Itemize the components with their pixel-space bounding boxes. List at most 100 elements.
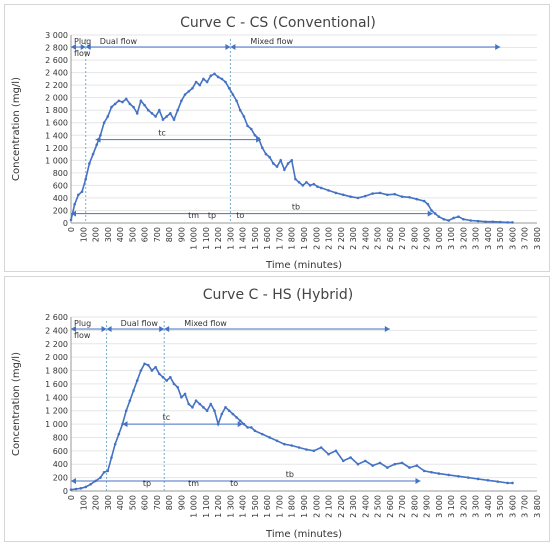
data-point [169, 112, 172, 115]
x-tick-label: 200 [92, 227, 101, 242]
data-point [253, 133, 257, 137]
y-tick-label: 1 800 [45, 367, 68, 376]
data-point [264, 152, 268, 156]
y-tick-label: 2 200 [45, 81, 68, 90]
data-point [253, 429, 257, 433]
data-point [506, 221, 509, 224]
x-tick-label: 2 300 [349, 495, 358, 518]
data-point [301, 184, 305, 187]
y-tick-label: 0 [63, 219, 68, 228]
x-tick-label: 2 300 [349, 227, 358, 250]
data-point [135, 112, 139, 115]
data-point [457, 215, 460, 219]
x-tick-label: 2 000 [312, 495, 321, 518]
phase-arrow-1-head-right [225, 44, 231, 50]
data-point [305, 448, 308, 451]
data-point [209, 74, 213, 78]
x-axis-label: Time (minutes) [265, 260, 342, 271]
data-point [132, 389, 135, 392]
data-point [308, 184, 312, 187]
data-point [91, 152, 95, 156]
x-tick-label: 2 000 [312, 227, 321, 250]
y-tick-label: 3 000 [45, 31, 68, 40]
data-point [198, 83, 202, 87]
tb-arrow-head-right [415, 477, 421, 484]
x-tick-label: 1 100 [202, 227, 211, 250]
data-point [191, 86, 194, 90]
x-tick-label: 1 600 [263, 227, 272, 250]
data-point [146, 108, 150, 112]
phase-label-mixed: Mixed flow [250, 37, 293, 46]
data-point [157, 372, 161, 376]
data-point [202, 406, 205, 409]
data-point [117, 432, 121, 436]
data-point [154, 365, 157, 369]
data-point [198, 402, 202, 406]
data-point [216, 75, 220, 79]
x-tick-label: 2 900 [423, 495, 432, 518]
data-point [102, 470, 106, 474]
phase-arrow-2-head-right [495, 44, 501, 50]
phase-label-plug-2: flow [74, 331, 91, 340]
tb-label: tb [292, 203, 300, 212]
y-tick-label: 1 600 [45, 119, 68, 128]
data-point [261, 146, 264, 150]
to-label: to [236, 211, 244, 220]
x-tick-label: 0 [67, 227, 76, 232]
x-tick-label: 600 [141, 227, 150, 242]
x-tick-label: 0 [67, 495, 76, 500]
data-point [180, 99, 183, 103]
y-tick-label: 0 [63, 487, 68, 496]
x-tick-label: 2 100 [325, 227, 334, 250]
phase-arrow-1-head-left [106, 326, 112, 332]
x-tick-label: 3 200 [459, 495, 468, 518]
data-point [378, 191, 382, 195]
data-point [467, 476, 470, 479]
data-point [426, 202, 430, 206]
data-point [319, 186, 323, 190]
data-point [106, 469, 110, 473]
series-line [70, 362, 513, 491]
x-tick-label: 500 [128, 227, 137, 242]
tb-arrow-head-right [427, 210, 433, 217]
x-tick-label: 900 [177, 227, 186, 242]
data-point [80, 190, 84, 193]
y-tick-label: 2 800 [45, 44, 68, 53]
x-tick-label: 2 700 [398, 495, 407, 518]
data-point [84, 485, 88, 489]
data-point [364, 194, 367, 198]
x-tick-label: 3 700 [521, 495, 530, 518]
phase-arrow-1-head-left [85, 44, 91, 50]
phase-arrow-2-head-left [164, 326, 170, 332]
data-point [356, 462, 360, 466]
x-tick-label: 2 400 [361, 227, 370, 250]
data-point [238, 108, 242, 112]
data-point [157, 108, 161, 112]
phase-arrow-0-head-right [101, 326, 107, 332]
data-point [242, 115, 246, 118]
x-tick-label: 3 300 [472, 227, 481, 250]
data-point [73, 202, 76, 206]
y-tick-label: 1 600 [45, 380, 68, 389]
y-tick-label: 800 [53, 433, 68, 442]
tp-label: tp [208, 211, 216, 220]
x-tick-label: 100 [79, 227, 88, 242]
x-tick-label: 3 400 [484, 495, 493, 518]
x-tick-label: 1 300 [226, 495, 235, 518]
x-tick-label: 1 700 [275, 227, 284, 250]
y-tick-label: 800 [53, 169, 68, 178]
y-tick-label: 1 400 [45, 131, 68, 140]
data-point [371, 464, 374, 467]
data-point [249, 127, 253, 131]
data-point [349, 456, 352, 459]
data-point [415, 197, 419, 201]
data-point [246, 426, 249, 429]
data-point [433, 212, 437, 215]
x-tick-label: 1 800 [288, 495, 297, 518]
data-point [150, 369, 154, 372]
x-tick-label: 2 700 [398, 227, 407, 250]
x-tick-label: 1 000 [190, 495, 199, 518]
y-tick-label: 200 [53, 474, 68, 483]
y-tick-label: 1 200 [45, 144, 68, 153]
